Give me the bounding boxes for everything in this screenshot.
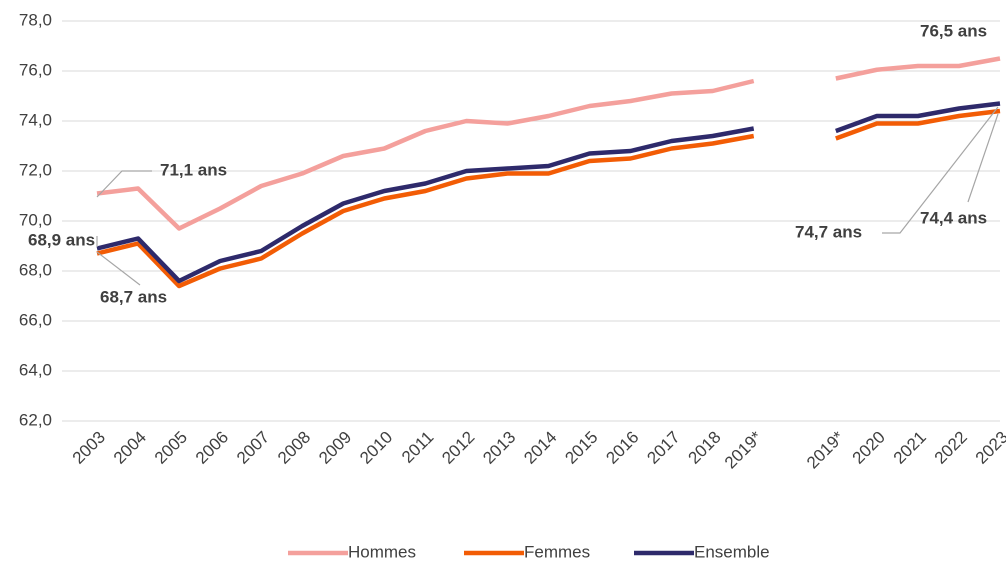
x-tick-label: 2018 — [684, 428, 724, 468]
x-tick-label: 2009 — [315, 428, 355, 468]
y-tick-label: 72,0 — [19, 160, 52, 179]
annotation: 68,7 ans — [100, 287, 167, 306]
legend-label: Femmes — [524, 542, 590, 561]
y-tick-label: 70,0 — [19, 210, 52, 229]
legend-label: Ensemble — [694, 542, 770, 561]
annotation: 71,1 ans — [160, 160, 227, 179]
x-tick-label: 2019* — [803, 427, 848, 472]
x-tick-label: 2005 — [151, 428, 191, 468]
x-tick-label: 2014 — [520, 428, 560, 468]
y-tick-label: 78,0 — [19, 10, 52, 29]
x-tick-label: 2021 — [890, 428, 930, 468]
x-tick-label: 2010 — [356, 428, 396, 468]
y-tick-label: 64,0 — [19, 360, 52, 379]
x-tick-label: 2013 — [479, 428, 519, 468]
leader-line — [967, 113, 999, 203]
x-tick-label: 2007 — [233, 428, 273, 468]
legend-label: Hommes — [348, 542, 416, 561]
y-tick-label: 76,0 — [19, 60, 52, 79]
annotation: 74,4 ans — [920, 208, 987, 227]
x-tick-label: 2017 — [643, 428, 683, 468]
x-tick-label: 2020 — [849, 428, 889, 468]
annotation: 76,5 ans — [920, 21, 987, 40]
series-line — [96, 101, 1001, 284]
x-tick-label: 2019* — [721, 427, 766, 472]
x-tick-label: 2023 — [972, 428, 1006, 468]
x-tick-label: 2015 — [561, 428, 601, 468]
leader-line — [96, 251, 141, 286]
series-line — [96, 56, 1001, 231]
x-tick-label: 2022 — [931, 428, 971, 468]
annotation: 68,9 ans — [28, 230, 95, 249]
x-tick-label: 2011 — [398, 428, 437, 467]
leader-line — [96, 170, 152, 198]
y-tick-label: 66,0 — [19, 310, 52, 329]
leader-line — [882, 106, 999, 234]
y-tick-label: 74,0 — [19, 110, 52, 129]
y-tick-label: 62,0 — [19, 410, 52, 429]
x-tick-label: 2016 — [602, 428, 642, 468]
series-line — [96, 108, 1001, 289]
y-tick-label: 68,0 — [19, 260, 52, 279]
x-tick-label: 2003 — [69, 428, 109, 468]
x-tick-label: 2012 — [438, 428, 478, 468]
x-tick-label: 2006 — [192, 428, 232, 468]
x-tick-label: 2004 — [110, 428, 150, 468]
annotation: 74,7 ans — [795, 222, 862, 241]
x-tick-label: 2008 — [274, 428, 314, 468]
